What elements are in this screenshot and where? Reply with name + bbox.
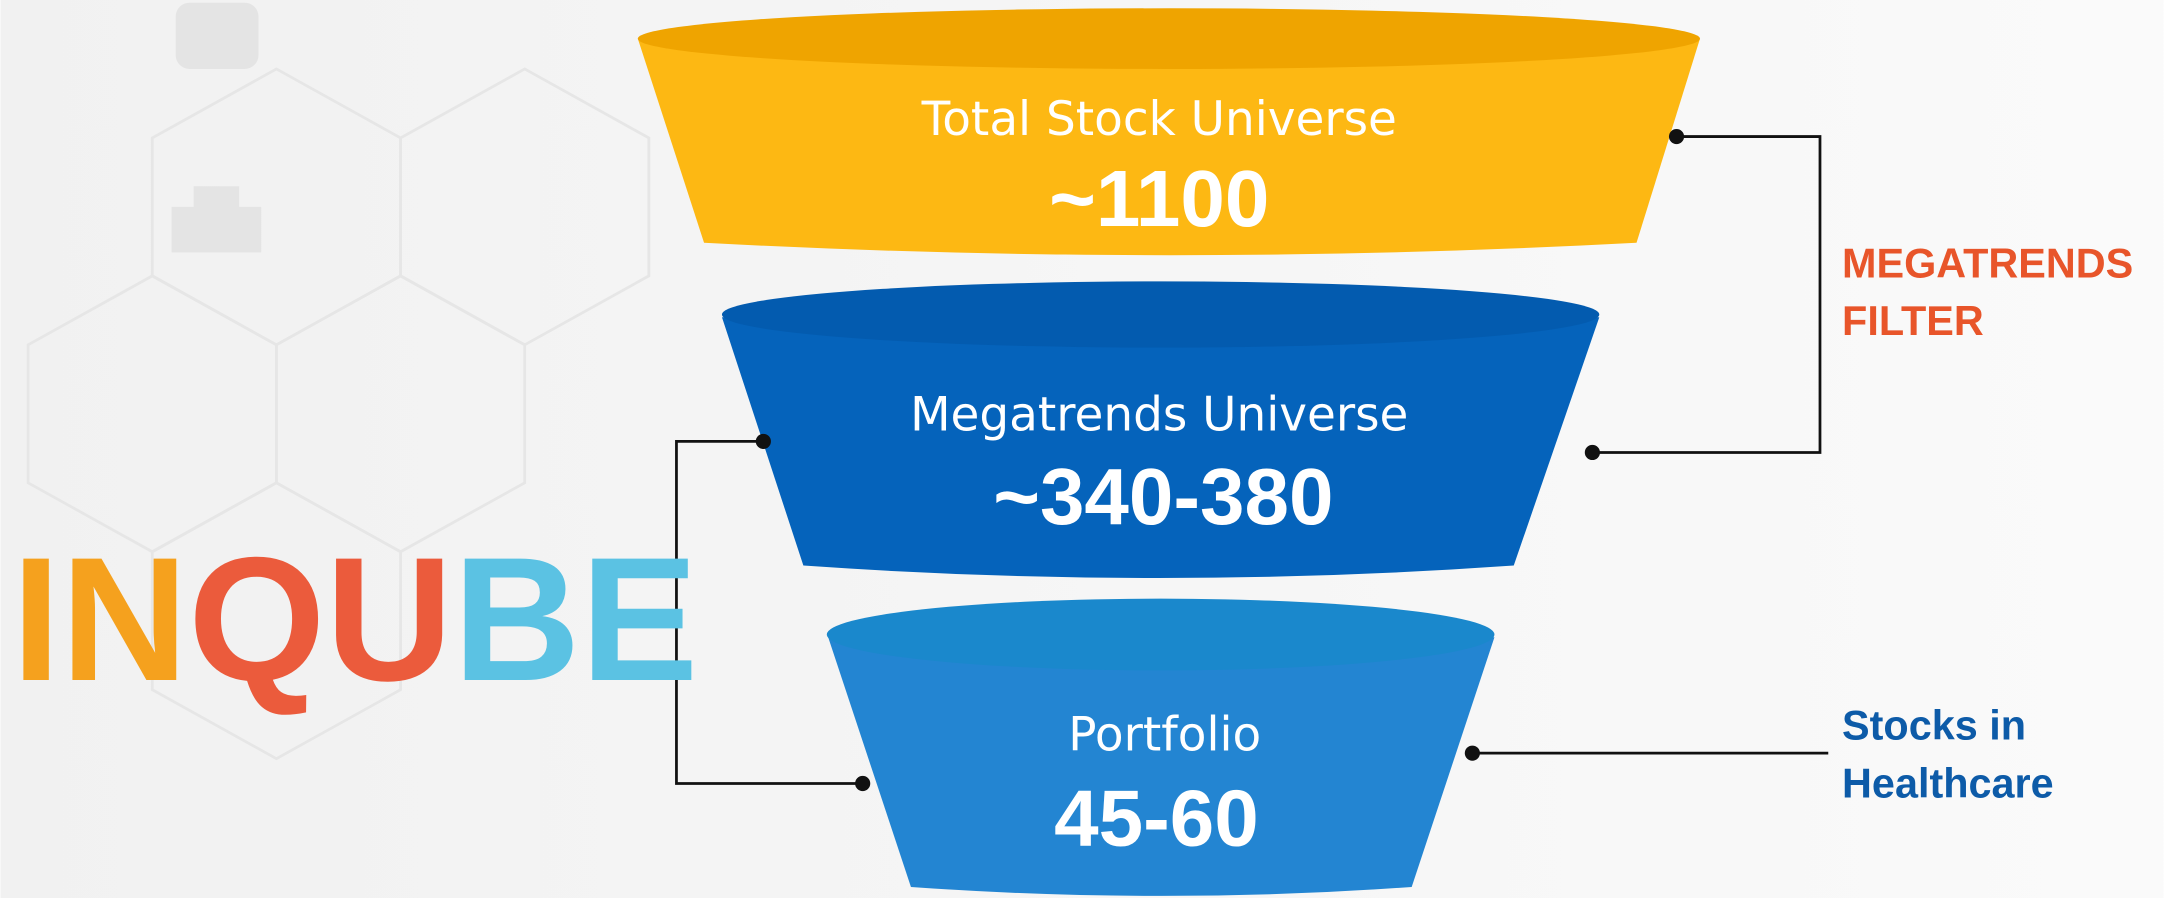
tier-label: Portfolio bbox=[1068, 707, 1261, 762]
dot bbox=[1584, 444, 1600, 461]
funnel-tier bbox=[828, 637, 1495, 896]
dot bbox=[1464, 745, 1480, 761]
funnel-tier bbox=[721, 317, 1600, 578]
logo-part: QU bbox=[188, 521, 453, 718]
hex-pattern bbox=[26, 67, 651, 761]
tier-label: Megatrends Universe bbox=[910, 387, 1408, 442]
dot bbox=[855, 775, 871, 792]
funnel-tier bbox=[637, 38, 1700, 256]
logo: INQUBE bbox=[12, 521, 699, 718]
tier-value: ~1100 bbox=[1049, 154, 1269, 243]
funnel-top bbox=[721, 281, 1600, 348]
funnel-top bbox=[826, 598, 1495, 671]
connectors bbox=[675, 128, 1829, 792]
funnel-top bbox=[637, 8, 1700, 69]
dot bbox=[1668, 128, 1685, 145]
annotation: FILTER bbox=[1842, 298, 1984, 344]
logo-part: IN bbox=[12, 521, 189, 718]
annotation: Healthcare bbox=[1842, 760, 2054, 806]
dot bbox=[755, 433, 771, 449]
tier-value: 45-60 bbox=[1054, 774, 1259, 863]
annotation: MEGATRENDS bbox=[1842, 240, 2133, 286]
tier-value: ~340-380 bbox=[993, 452, 1333, 541]
annotation: Stocks in bbox=[1842, 702, 2026, 748]
bg-icons bbox=[171, 2, 262, 253]
bracket bbox=[1592, 135, 1822, 454]
bracket bbox=[675, 440, 863, 785]
logo-part: BE bbox=[453, 521, 698, 718]
tier-label: Total Stock Universe bbox=[921, 92, 1397, 147]
